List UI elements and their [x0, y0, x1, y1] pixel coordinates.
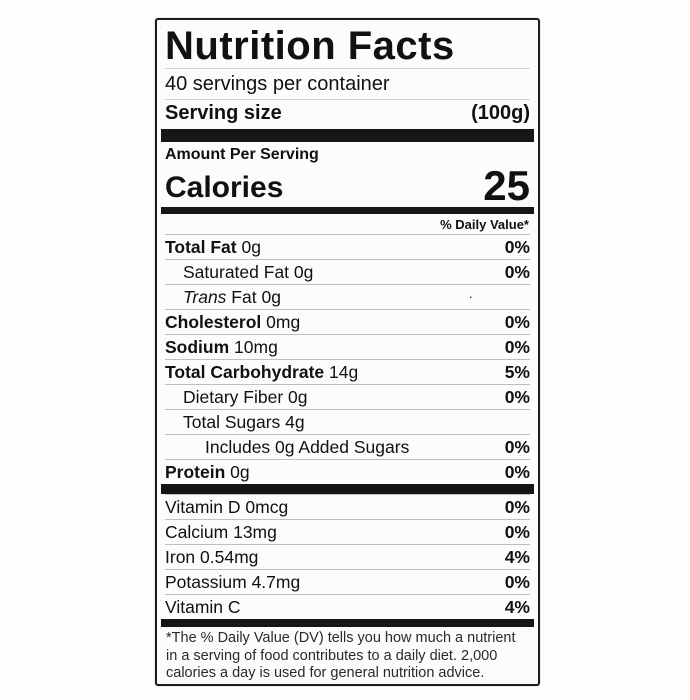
daily-value-percent: 0% [504, 237, 530, 257]
daily-value-percent: 0% [504, 312, 530, 332]
nutrient-row: Trans Fat 0g · [165, 284, 530, 309]
micronutrient-row: Calcium 13mg 0% [165, 519, 530, 544]
nutrient-name: Protein 0g [165, 462, 250, 482]
divider-thick [161, 129, 534, 142]
daily-value-percent: 0% [504, 337, 530, 357]
nutrient-row: Sodium 10mg 0% [165, 334, 530, 359]
daily-value-percent: 0% [504, 572, 530, 592]
nutrient-name: Total Sugars 4g [183, 412, 305, 432]
nutrient-name: Vitamin D 0mcg [165, 497, 289, 517]
daily-value-percent: 4% [504, 547, 530, 567]
daily-value-percent: 4% [504, 597, 530, 617]
nutrient-row: Dietary Fiber 0g 0% [165, 384, 530, 409]
calories-row: Calories 25 [165, 165, 530, 207]
nutrient-row: Cholesterol 0mg 0% [165, 309, 530, 334]
label-title: Nutrition Facts [165, 24, 455, 68]
divider-thick [161, 619, 534, 627]
calories-value: 25 [483, 162, 530, 209]
daily-value-percent: 0% [504, 262, 530, 282]
daily-value-percent: 5% [504, 362, 530, 382]
serving-size-row: Serving size (100g) [165, 100, 530, 129]
daily-value-percent: 0% [504, 387, 530, 407]
nutrient-row: Protein 0g 0% [165, 459, 530, 484]
micronutrient-row: Vitamin C 4% [165, 594, 530, 619]
nutrient-name: Total Fat 0g [165, 237, 261, 257]
nutrient-rows: Total Fat 0g 0% Saturated Fat 0g 0% Trans Fa… [165, 234, 530, 484]
daily-value-percent: · [468, 289, 473, 304]
daily-value-header: % Daily Value* [440, 217, 529, 232]
amount-per-serving-label: Amount Per Serving [165, 146, 319, 163]
nutrition-facts-label: Nutrition Facts 40 servings per containe… [155, 18, 540, 686]
nutrient-name: Iron 0.54mg [165, 547, 259, 567]
serving-size-value: (100g) [471, 102, 530, 124]
nutrient-row: Total Sugars 4g [165, 409, 530, 434]
nutrient-row: Includes 0g Added Sugars 0% [165, 434, 530, 459]
micronutrient-row: Iron 0.54mg 4% [165, 544, 530, 569]
nutrient-row: Total Fat 0g 0% [165, 234, 530, 259]
serving-size-label: Serving size [165, 102, 282, 124]
daily-value-footnote: *The % Daily Value (DV) tells you how mu… [166, 630, 516, 681]
divider-thick [161, 484, 534, 494]
daily-value-percent: 0% [504, 437, 530, 457]
nutrient-name: Vitamin C [165, 597, 241, 617]
nutrient-name: Sodium 10mg [165, 337, 278, 357]
nutrient-row: Saturated Fat 0g 0% [165, 259, 530, 284]
micronutrient-row: Vitamin D 0mcg 0% [165, 494, 530, 519]
divider-thin [165, 68, 530, 69]
daily-value-percent: 0% [504, 462, 530, 482]
nutrient-name: Includes 0g Added Sugars [205, 437, 410, 457]
micronutrient-row: Potassium 4.7mg 0% [165, 569, 530, 594]
divider-thick [161, 207, 534, 214]
nutrient-row: Total Carbohydrate 14g 5% [165, 359, 530, 384]
nutrient-name: Trans Fat 0g [183, 287, 281, 307]
micronutrient-rows: Vitamin D 0mcg 0% Calcium 13mg 0% Iron 0.54m… [165, 494, 530, 619]
daily-value-percent: 0% [504, 497, 530, 517]
nutrient-name: Total Carbohydrate 14g [165, 362, 359, 382]
divider-thin [165, 99, 530, 100]
nutrient-name: Calcium 13mg [165, 522, 277, 542]
daily-value-percent: 0% [504, 522, 530, 542]
nutrient-name: Dietary Fiber 0g [183, 387, 308, 407]
nutrient-name: Potassium 4.7mg [165, 572, 301, 592]
nutrient-name: Cholesterol 0mg [165, 312, 301, 332]
nutrient-name: Saturated Fat 0g [183, 262, 314, 282]
servings-per-container: 40 servings per container [165, 73, 390, 95]
calories-label: Calories [165, 171, 284, 204]
